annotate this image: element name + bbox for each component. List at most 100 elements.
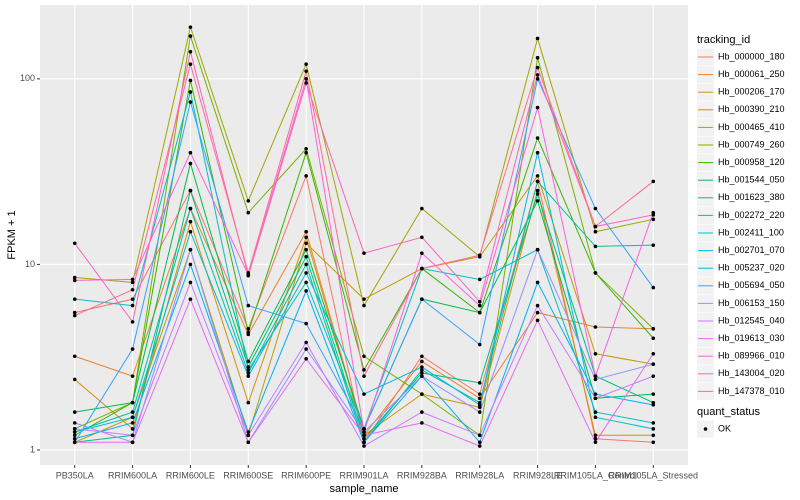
x-tick-label: RRIM928LA [455, 470, 504, 480]
data-point [420, 410, 424, 414]
data-point [304, 357, 308, 361]
data-point [362, 251, 366, 255]
legend-label: Hb_000749_260 [718, 139, 785, 149]
data-point [651, 374, 656, 378]
data-point [188, 34, 193, 38]
data-point [651, 403, 656, 407]
data-point [304, 321, 308, 326]
data-point [535, 188, 540, 193]
data-point [651, 217, 656, 222]
data-point [593, 325, 598, 329]
data-point [535, 192, 540, 196]
data-point [477, 310, 482, 315]
data-point [477, 403, 482, 407]
data-point [593, 415, 598, 420]
data-point [420, 359, 424, 364]
data-point [188, 262, 193, 267]
data-point [304, 146, 308, 151]
data-point [188, 78, 193, 83]
data-point [362, 433, 366, 438]
legend-label: Hb_002272_220 [718, 210, 785, 220]
data-point [593, 410, 598, 414]
data-point [130, 410, 135, 414]
y-tick-label: 100 [20, 73, 35, 83]
data-point [651, 326, 656, 331]
data-point [188, 219, 193, 224]
x-tick-label: RRIM928BA [397, 470, 447, 480]
data-point [72, 275, 77, 280]
data-point [246, 273, 251, 278]
data-point [130, 287, 135, 292]
data-point [477, 410, 482, 414]
point-legend-title: quant_status [697, 406, 760, 418]
legend-label: Hb_000390_210 [718, 104, 785, 114]
data-point [72, 377, 77, 382]
legend-label: Hb_005237_020 [718, 263, 785, 273]
data-point [477, 342, 482, 347]
data-point [535, 105, 540, 110]
data-point [651, 243, 656, 247]
data-point [420, 371, 424, 375]
data-point [535, 174, 540, 178]
data-point [188, 62, 193, 66]
legend-label: Hb_019613_030 [718, 333, 785, 343]
x-tick-label: RRIM928LE [513, 470, 562, 480]
data-point [420, 365, 424, 369]
y-tick-label: 1 [30, 444, 35, 454]
legend-label: Hb_000465_410 [718, 122, 785, 132]
data-point [304, 81, 308, 85]
data-point [420, 266, 424, 271]
x-tick-label: RRIM105LA_Stressed [609, 470, 699, 480]
data-point [246, 326, 251, 331]
data-point [535, 36, 540, 41]
x-tick-label: RRIM600PE [281, 470, 331, 480]
data-point [535, 150, 540, 155]
data-point [130, 320, 135, 324]
data-point [651, 433, 656, 438]
x-tick-label: RRIM901LA [339, 470, 388, 480]
data-point [420, 297, 424, 301]
x-axis-title: sample_name [329, 483, 398, 495]
x-tick-label: RRIM600LE [166, 470, 215, 480]
data-point [246, 199, 251, 203]
data-point [246, 368, 251, 372]
y-tick-label: 10 [25, 259, 35, 269]
data-point [651, 336, 656, 341]
data-point [535, 65, 540, 70]
data-point [130, 427, 135, 431]
data-point [593, 377, 598, 382]
y-axis-title: FPKM + 1 [6, 210, 18, 259]
data-point [535, 77, 540, 81]
data-point [593, 433, 598, 438]
legend-label: Hb_000206_170 [718, 87, 785, 97]
data-point [535, 73, 540, 77]
data-point [477, 392, 482, 396]
data-point [304, 254, 308, 259]
data-point [72, 278, 77, 283]
data-point [477, 381, 482, 385]
legend-label: Hb_001544_050 [718, 175, 785, 185]
data-point [188, 206, 193, 211]
data-point [651, 440, 656, 445]
data-point [304, 340, 308, 345]
data-point [72, 421, 77, 425]
data-point [188, 247, 193, 252]
data-point [130, 277, 135, 282]
legend-title: tracking_id [697, 34, 750, 46]
data-point [420, 421, 424, 425]
data-point [72, 410, 77, 414]
data-point [246, 271, 251, 275]
data-point [188, 229, 193, 234]
data-point [72, 436, 77, 441]
data-point [188, 25, 193, 29]
data-point [535, 318, 540, 323]
data-point [362, 392, 366, 396]
data-point [130, 421, 135, 425]
data-point [304, 262, 308, 267]
legend-label: Hb_005694_050 [718, 280, 785, 290]
data-point [246, 371, 251, 375]
legend-label: Hb_089966_010 [718, 351, 785, 361]
data-point [246, 433, 251, 438]
data-point [304, 289, 308, 293]
